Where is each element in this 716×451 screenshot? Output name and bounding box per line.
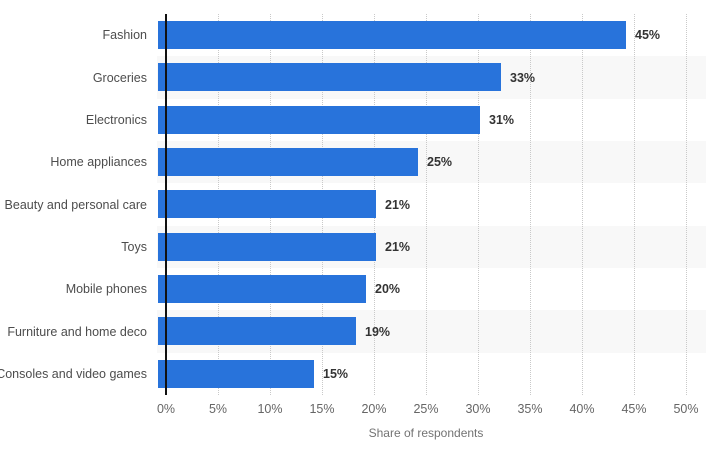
x-tick-label: 35% — [517, 402, 543, 416]
x-tick-label: 25% — [413, 402, 439, 416]
bar-track: 33% — [157, 56, 706, 99]
bar-groceries[interactable] — [158, 63, 501, 92]
bar-furniture-and-home-deco[interactable] — [158, 317, 356, 346]
bar-track: 45% — [157, 14, 706, 56]
category-row: Consoles and video games 15% — [0, 353, 706, 395]
y-axis-line — [165, 14, 167, 395]
category-label: Fashion — [102, 28, 147, 43]
value-label: 20% — [375, 282, 401, 297]
category-row: Toys 21% — [0, 225, 706, 269]
bar-track: 31% — [157, 99, 706, 141]
x-tick-label: 10% — [257, 402, 283, 416]
bar-track: 21% — [157, 225, 706, 269]
bar-fashion[interactable] — [158, 21, 626, 49]
value-label: 25% — [427, 155, 453, 170]
x-tick-label: 20% — [361, 402, 387, 416]
category-label: Groceries — [92, 70, 147, 85]
x-axis-ticks: 0% 5% 10% 15% 20% 25% 30% 35% 40% 45% 50% — [0, 402, 716, 418]
category-row: Fashion 45% — [0, 14, 706, 56]
category-label: Furniture and home deco — [7, 324, 147, 339]
value-label: 31% — [489, 112, 515, 127]
x-tick-label: 5% — [208, 402, 228, 416]
bar-track: 21% — [157, 183, 706, 225]
bar-mobile-phones[interactable] — [158, 275, 366, 304]
category-row: Mobile phones 20% — [0, 268, 706, 310]
bar-beauty-and-personal-care[interactable] — [158, 190, 376, 219]
bar-track: 15% — [157, 353, 706, 395]
category-label: Mobile phones — [65, 282, 147, 297]
category-row: Home appliances 25% — [0, 141, 706, 184]
value-label: 19% — [365, 324, 391, 339]
bar-track: 19% — [157, 310, 706, 353]
x-tick-label: 45% — [621, 402, 647, 416]
bar-home-appliances[interactable] — [158, 148, 418, 177]
category-row: Furniture and home deco 19% — [0, 310, 706, 353]
x-tick-label: 15% — [309, 402, 335, 416]
bar-track: 20% — [157, 268, 706, 310]
x-tick-label: 50% — [673, 402, 699, 416]
category-row: Groceries 33% — [0, 56, 706, 99]
category-row: Electronics 31% — [0, 99, 706, 141]
value-label: 33% — [510, 70, 536, 85]
category-label: Consoles and video games — [0, 366, 147, 381]
category-row: Beauty and personal care 21% — [0, 183, 706, 225]
x-tick-label: 30% — [465, 402, 491, 416]
value-label: 21% — [385, 239, 411, 254]
bar-track: 25% — [157, 141, 706, 184]
category-label: Home appliances — [50, 155, 147, 170]
category-label: Toys — [121, 239, 147, 254]
value-label: 45% — [635, 28, 661, 43]
bar-consoles-and-video-games[interactable] — [158, 359, 314, 388]
category-label: Electronics — [85, 112, 147, 127]
bar-toys[interactable] — [158, 232, 376, 261]
bar-electronics[interactable] — [158, 105, 480, 134]
value-label: 21% — [385, 197, 411, 212]
x-axis-title: Share of respondents — [368, 426, 484, 440]
value-label: 15% — [323, 366, 349, 381]
category-label: Beauty and personal care — [4, 197, 147, 212]
x-tick-label: 0% — [156, 402, 176, 416]
x-tick-label: 40% — [569, 402, 595, 416]
plot-rows: Fashion 45% Groceries 33% Electronics 31% Home… — [0, 14, 706, 395]
